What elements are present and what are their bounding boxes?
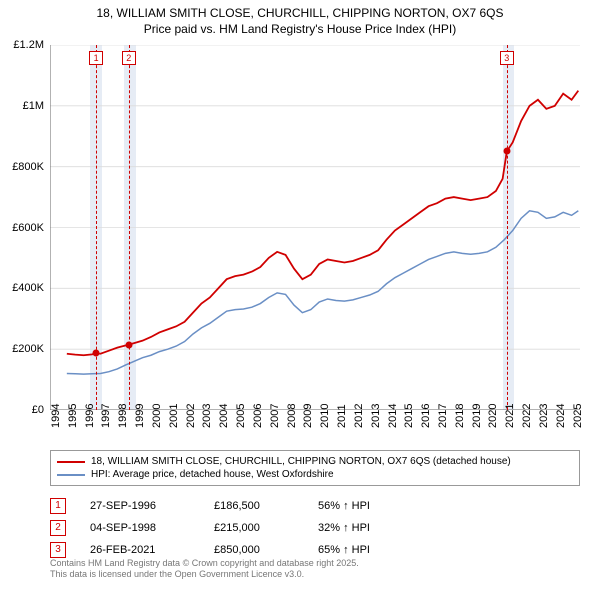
event-price: £186,500 bbox=[214, 500, 294, 512]
legend-label: HPI: Average price, detached house, West… bbox=[91, 469, 334, 480]
credit-line-2: This data is licensed under the Open Gov… bbox=[50, 569, 359, 580]
chart-title: 18, WILLIAM SMITH CLOSE, CHURCHILL, CHIP… bbox=[0, 0, 600, 39]
legend: 18, WILLIAM SMITH CLOSE, CHURCHILL, CHIP… bbox=[50, 450, 580, 486]
y-axis-label: £1M bbox=[4, 100, 44, 112]
series-price_paid bbox=[67, 91, 578, 356]
event-hpi: 65% ↑ HPI bbox=[318, 544, 398, 556]
event-row: 1 27-SEP-1996 £186,500 56% ↑ HPI bbox=[50, 495, 580, 517]
y-axis-label: £0 bbox=[4, 404, 44, 416]
event-marker: 1 bbox=[50, 498, 66, 514]
sale-point-dot bbox=[125, 341, 132, 348]
y-axis-label: £600K bbox=[4, 222, 44, 234]
event-hpi: 56% ↑ HPI bbox=[318, 500, 398, 512]
y-axis-label: £1.2M bbox=[4, 39, 44, 51]
credit-line-1: Contains HM Land Registry data © Crown c… bbox=[50, 558, 359, 569]
event-hpi: 32% ↑ HPI bbox=[318, 522, 398, 534]
legend-swatch bbox=[57, 461, 85, 463]
event-price: £215,000 bbox=[214, 522, 294, 534]
event-marker: 3 bbox=[50, 542, 66, 558]
y-axis-label: £200K bbox=[4, 343, 44, 355]
legend-label: 18, WILLIAM SMITH CLOSE, CHURCHILL, CHIP… bbox=[91, 456, 511, 467]
plot-event-marker: 3 bbox=[500, 51, 514, 65]
event-vline bbox=[507, 45, 508, 410]
plot-area: £0£200K£400K£600K£800K£1M£1.2M1994199519… bbox=[50, 45, 580, 410]
credit-text: Contains HM Land Registry data © Crown c… bbox=[50, 558, 359, 580]
title-line-2: Price paid vs. HM Land Registry's House … bbox=[10, 22, 590, 38]
chart-container: 18, WILLIAM SMITH CLOSE, CHURCHILL, CHIP… bbox=[0, 0, 600, 590]
y-axis-label: £800K bbox=[4, 161, 44, 173]
events-table: 1 27-SEP-1996 £186,500 56% ↑ HPI 2 04-SE… bbox=[50, 495, 580, 561]
event-marker: 2 bbox=[50, 520, 66, 536]
legend-swatch bbox=[57, 474, 85, 476]
event-date: 04-SEP-1998 bbox=[90, 522, 190, 534]
y-axis-label: £400K bbox=[4, 282, 44, 294]
x-axis-label: 2025 bbox=[572, 404, 596, 428]
event-price: £850,000 bbox=[214, 544, 294, 556]
plot-event-marker: 2 bbox=[122, 51, 136, 65]
legend-item: HPI: Average price, detached house, West… bbox=[57, 468, 573, 481]
title-line-1: 18, WILLIAM SMITH CLOSE, CHURCHILL, CHIP… bbox=[10, 6, 590, 22]
event-date: 26-FEB-2021 bbox=[90, 544, 190, 556]
legend-item: 18, WILLIAM SMITH CLOSE, CHURCHILL, CHIP… bbox=[57, 455, 573, 468]
plot-event-marker: 1 bbox=[89, 51, 103, 65]
event-vline bbox=[129, 45, 130, 410]
event-row: 2 04-SEP-1998 £215,000 32% ↑ HPI bbox=[50, 517, 580, 539]
sale-point-dot bbox=[93, 350, 100, 357]
sale-point-dot bbox=[503, 148, 510, 155]
series-hpi bbox=[67, 211, 578, 374]
event-date: 27-SEP-1996 bbox=[90, 500, 190, 512]
